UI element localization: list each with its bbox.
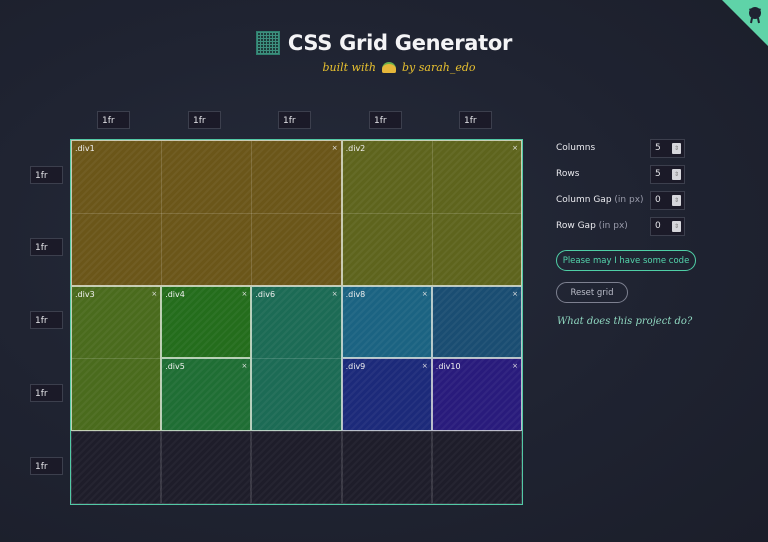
row-unit-input[interactable]: 1fr: [30, 238, 63, 256]
column-unit-input[interactable]: 1fr: [459, 111, 492, 129]
close-icon[interactable]: ×: [151, 289, 158, 298]
header: CSS Grid Generator built with by sarah_e…: [0, 31, 768, 74]
columns-value: 5: [655, 143, 661, 153]
column-gap-value: 0: [655, 195, 661, 205]
grid-item[interactable]: .div6 ×: [251, 285, 342, 432]
page-title: CSS Grid Generator: [287, 31, 513, 55]
github-octocat-icon: [749, 7, 761, 24]
row-unit-input[interactable]: 1fr: [30, 384, 63, 402]
close-icon[interactable]: ×: [331, 144, 338, 152]
grid-item[interactable]: .div8 ×: [341, 285, 432, 359]
rows-value: 5: [655, 169, 661, 179]
row-gap-unit: (in px): [598, 221, 628, 231]
row-unit-input[interactable]: 1fr: [30, 457, 63, 475]
reset-grid-button[interactable]: Reset grid: [556, 282, 628, 303]
row-gap-label: Row Gap (in px): [556, 221, 628, 231]
close-icon[interactable]: ×: [512, 362, 518, 371]
close-icon[interactable]: ×: [512, 144, 518, 152]
grid-cell[interactable]: [431, 431, 522, 504]
grid-item-label: .div9: [345, 362, 366, 372]
close-icon[interactable]: ×: [241, 362, 248, 371]
column-unit-input[interactable]: 1fr: [278, 111, 311, 129]
row-gap-spinner-icon[interactable]: ⇕: [672, 221, 681, 232]
track-line: [431, 141, 433, 285]
grid-item[interactable]: .div10 ×: [431, 358, 522, 432]
column-gap-label: Column Gap (in px): [556, 195, 644, 205]
columns-label: Columns: [556, 143, 596, 153]
grid-item-label: .div1: [75, 144, 95, 153]
grid-item[interactable]: .div3 ×: [71, 285, 162, 432]
row-gap-input[interactable]: 0 ⇕: [650, 217, 685, 236]
row-unit-input[interactable]: 1fr: [30, 166, 63, 184]
github-corner[interactable]: [722, 0, 768, 46]
grid-cell[interactable]: [251, 431, 342, 504]
subtitle-prefix: built with: [322, 61, 376, 74]
column-gap-spinner-icon[interactable]: ⇕: [672, 195, 681, 206]
close-icon[interactable]: ×: [331, 289, 338, 298]
rows-spinner-icon[interactable]: ⇕: [672, 169, 681, 180]
track-line: [161, 141, 163, 285]
grid-cell[interactable]: [71, 431, 162, 504]
taco-icon: [382, 62, 396, 73]
close-icon[interactable]: ×: [512, 289, 518, 298]
rows-label: Rows: [556, 169, 580, 179]
track-line: [251, 141, 253, 285]
track-line: [72, 358, 161, 360]
get-code-button[interactable]: Please may I have some code: [556, 250, 696, 271]
author-link[interactable]: by sarah_edo: [402, 61, 476, 74]
row-gap-value: 0: [655, 221, 661, 231]
grid-cell[interactable]: [341, 431, 432, 504]
column-unit-input[interactable]: 1fr: [369, 111, 402, 129]
grid-item-label: .div6: [255, 289, 276, 299]
column-gap-unit: (in px): [614, 195, 644, 205]
grid-item[interactable]: .div2 ×: [341, 140, 522, 286]
grid-item[interactable]: .div1 ×: [71, 140, 342, 286]
grid-cell[interactable]: [161, 431, 252, 504]
row-gap-text: Row Gap: [556, 221, 596, 231]
column-gap-text: Column Gap: [556, 195, 612, 205]
grid-logo-icon: [255, 31, 280, 55]
grid-item-label: .div5: [165, 362, 185, 372]
grid-item[interactable]: .div5 ×: [161, 358, 252, 432]
rows-input[interactable]: 5 ⇕: [650, 165, 685, 184]
column-gap-input[interactable]: 0 ⇕: [650, 191, 685, 210]
grid-item-label: .div10: [435, 362, 461, 372]
subtitle: built with by sarah_edo: [0, 61, 768, 74]
grid-canvas[interactable]: .div1 × .div2 × .div3 × .div4 × .div5 × .div6 × .div…: [70, 139, 523, 505]
about-project-link[interactable]: What does this project do?: [557, 316, 693, 327]
column-unit-input[interactable]: 1fr: [188, 111, 221, 129]
grid-item-label: .div8: [345, 289, 366, 299]
grid-item-label: .div2: [345, 144, 366, 153]
track-line: [342, 212, 521, 214]
grid-item[interactable]: .div9 ×: [341, 358, 432, 432]
grid-item-label: .div3: [75, 289, 95, 299]
close-icon[interactable]: ×: [241, 289, 248, 298]
track-line: [252, 358, 341, 360]
grid-item[interactable]: ×: [431, 285, 522, 359]
row-unit-input[interactable]: 1fr: [30, 311, 63, 329]
grid-item-label: .div4: [165, 289, 185, 299]
close-icon[interactable]: ×: [421, 289, 428, 298]
column-unit-input[interactable]: 1fr: [97, 111, 130, 129]
close-icon[interactable]: ×: [421, 362, 428, 371]
track-line: [72, 212, 341, 214]
columns-input[interactable]: 5 ⇕: [650, 139, 685, 158]
grid-item[interactable]: .div4 ×: [161, 285, 252, 359]
columns-spinner-icon[interactable]: ⇕: [672, 143, 681, 154]
